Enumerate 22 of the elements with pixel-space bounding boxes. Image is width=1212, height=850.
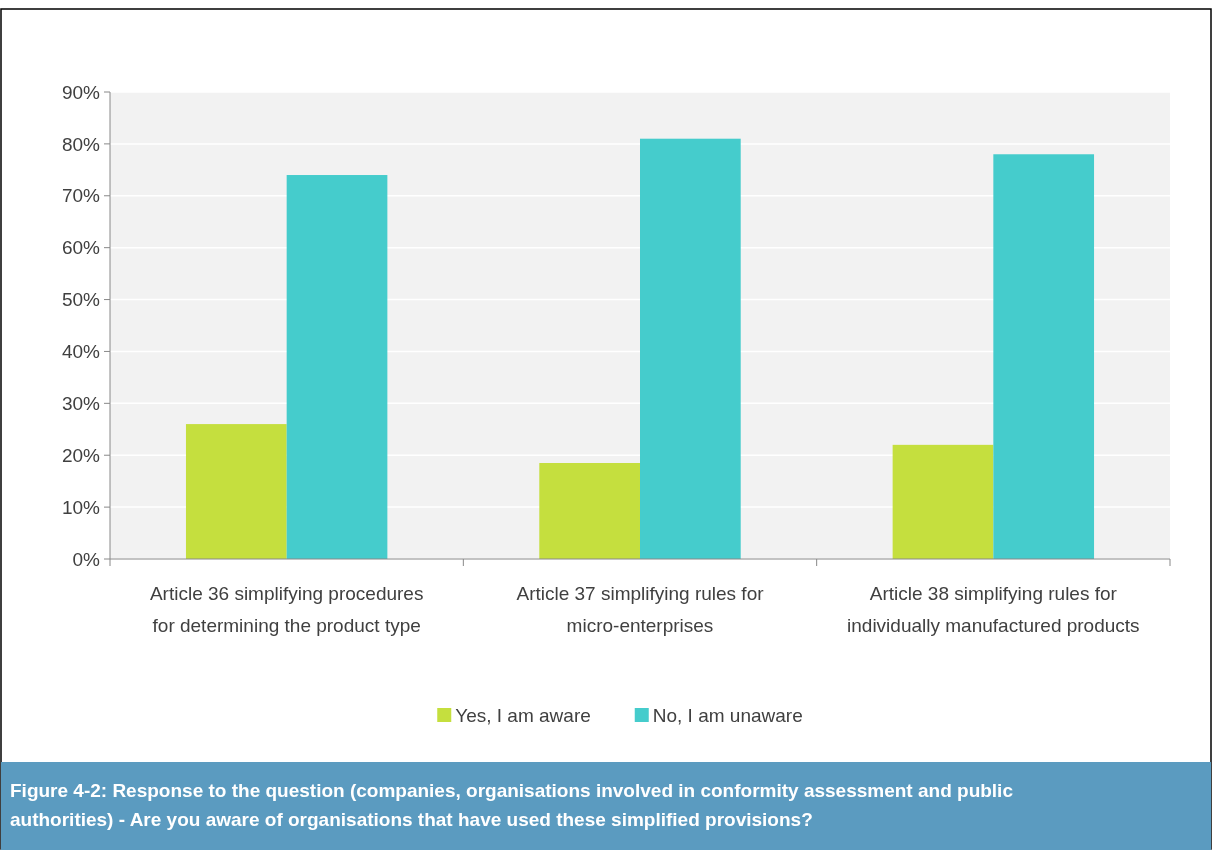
y-tick-label: 30% xyxy=(61,392,101,414)
caption: Figure 4-2: Response to the question (companies, organisations involved in conformity assessment and public authorities) - Are you aware of organisations that have used these simplified provisions? xyxy=(10,780,1014,830)
y-tick-label: 50% xyxy=(61,289,101,311)
y-tick-label: 90% xyxy=(61,81,101,103)
y-tick-label: 80% xyxy=(61,133,101,155)
y-tick-label: 0% xyxy=(72,548,101,570)
legend-label: No, I am unaware xyxy=(652,704,803,726)
legend-label: Yes, I am aware xyxy=(455,704,591,726)
bar xyxy=(185,424,287,559)
y-tick-label: 40% xyxy=(61,341,101,363)
y-tick-label: 60% xyxy=(61,237,101,259)
x-tick-label: Article 38 simplifying rules for individually manufactured products xyxy=(847,583,1140,636)
x-tick-label: Article 36 simplifying procedures for determining the product type xyxy=(149,583,424,636)
y-tick-label: 70% xyxy=(61,185,101,207)
bar xyxy=(640,138,741,559)
bar xyxy=(286,175,388,559)
bar xyxy=(892,444,994,559)
bar xyxy=(539,463,640,559)
bar xyxy=(993,154,1095,559)
y-tick-label: 10% xyxy=(61,496,101,518)
y-tick-label: 20% xyxy=(61,444,101,466)
x-tick-label: Article 37 simplifying rules for micro-enterprises xyxy=(516,583,765,636)
